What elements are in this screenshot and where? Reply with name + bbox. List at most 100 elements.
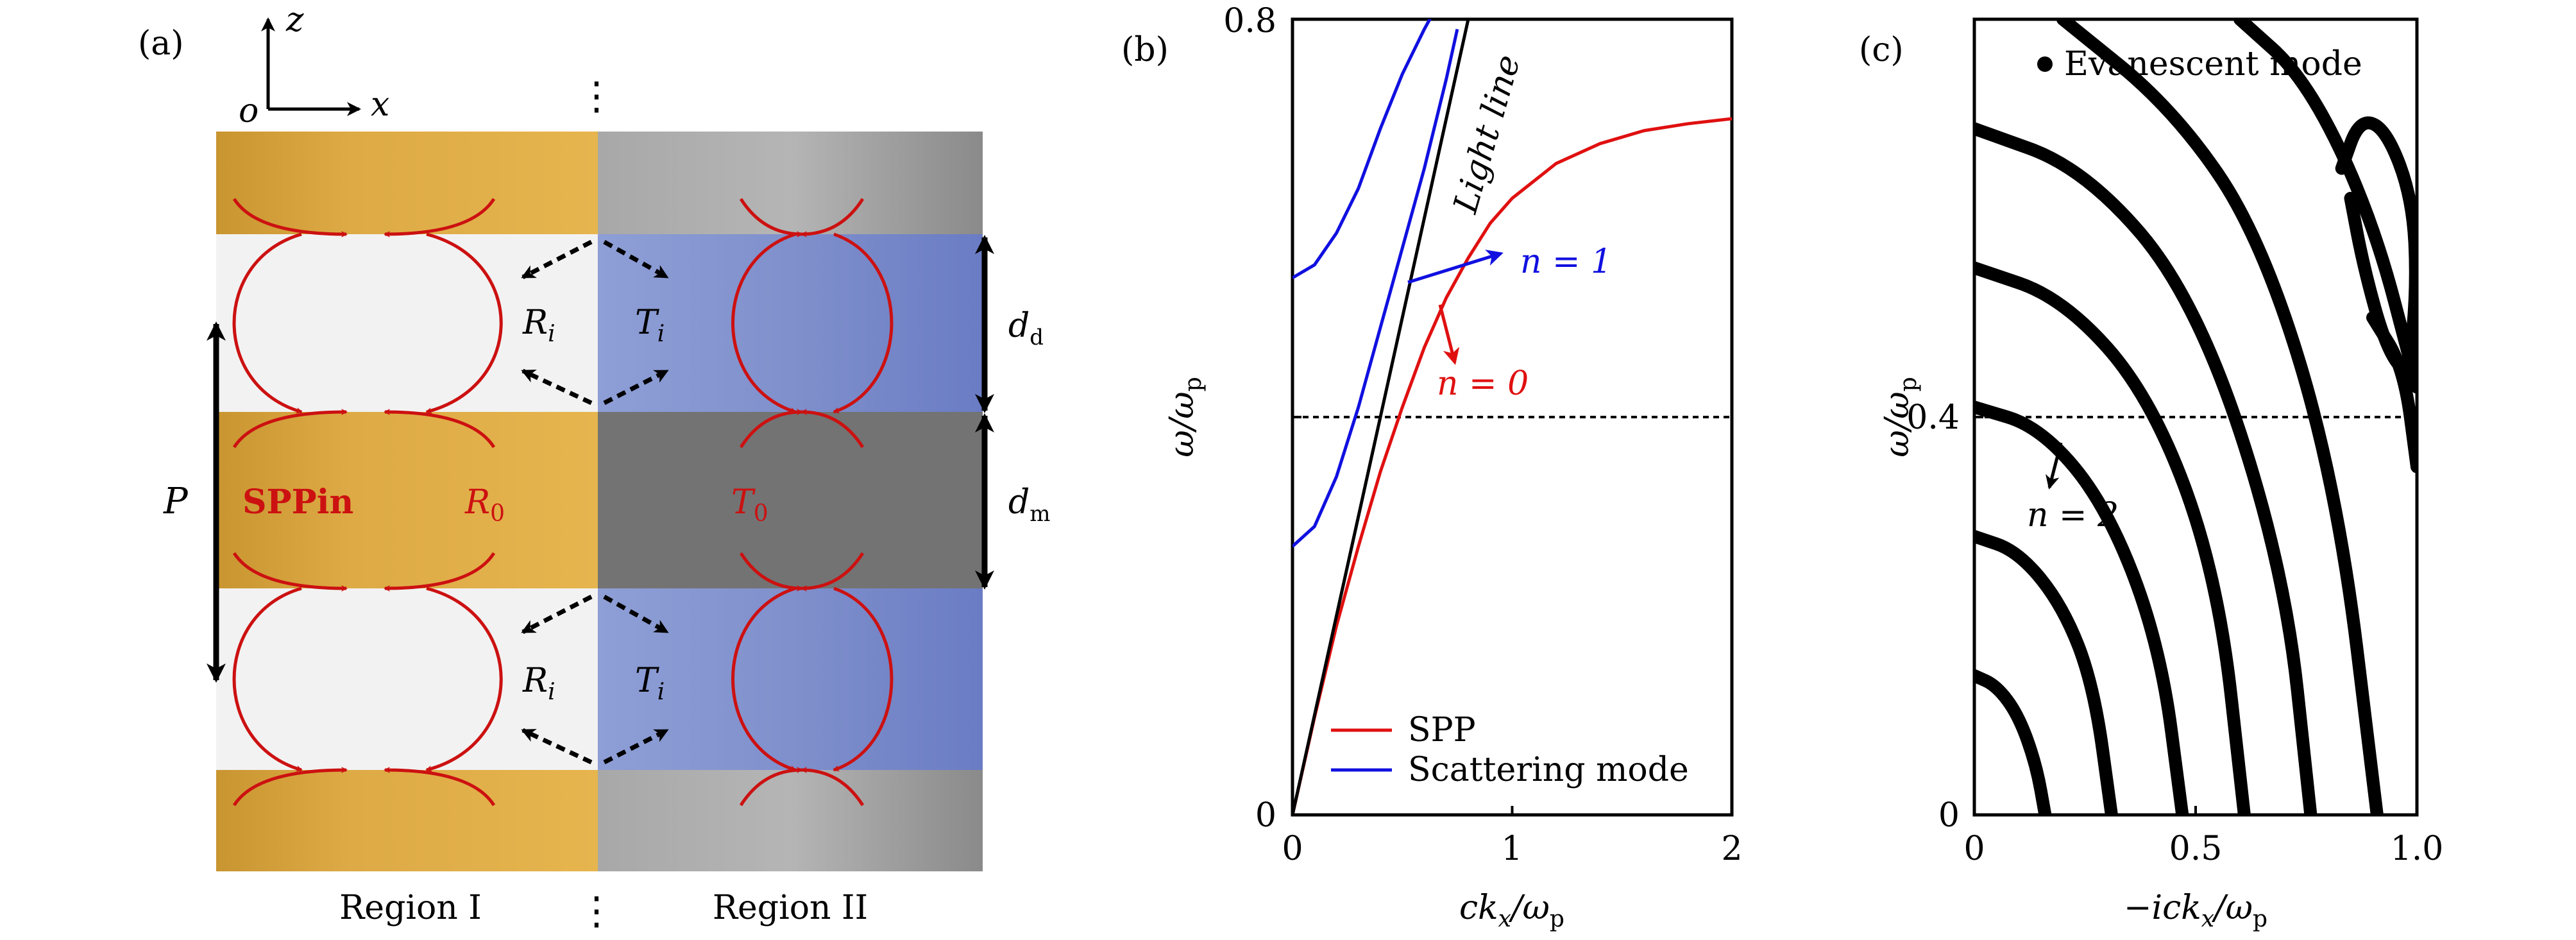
n0-pointer	[1438, 304, 1460, 365]
series-line-2	[1292, 19, 1432, 280]
field-line-arrow	[232, 198, 348, 237]
evanescent-mode-curve-5	[2056, 19, 2384, 815]
evanescent-mode-curve-0	[1974, 669, 2052, 815]
plot-b-content	[1291, 18, 1733, 816]
axis-origin-label: o	[239, 92, 258, 130]
light-line-label: Light line	[1446, 51, 1529, 218]
period-label: P	[163, 481, 189, 522]
ytick-c-0: 0	[1938, 796, 1960, 835]
field-line-arrow	[425, 586, 503, 772]
region-2-label: Region II	[713, 889, 868, 927]
metal-layer	[598, 132, 983, 234]
field-line-arrow	[232, 586, 303, 772]
xtick-b-2: 2	[1721, 830, 1742, 868]
evanescent-mode-curve-3	[1974, 261, 2251, 815]
xtick-c-1: 0.5	[2169, 830, 2223, 868]
field-line-arrow	[801, 198, 865, 237]
field-line-arrow	[232, 552, 348, 592]
dm-label: dm	[1008, 483, 1051, 527]
legend-spp-label: SPP	[1408, 711, 1476, 749]
panel-c-label: (c)	[1859, 31, 1904, 69]
series-line-0	[1292, 117, 1732, 815]
field-line-arrow	[384, 198, 496, 237]
panel-b: (b) 0 0.8 0 1 2 ckx/ωp ω/ωp Light line n…	[1121, 2, 1743, 932]
field-line-arrow	[731, 232, 797, 414]
field-lines	[232, 198, 894, 807]
field-line-arrow	[731, 586, 797, 772]
metal-layer	[216, 770, 598, 871]
metal-layer	[598, 770, 983, 871]
evanescent-mode-curve-7	[2335, 116, 2417, 373]
field-line-arrow	[425, 232, 503, 414]
field-line-arrow	[384, 552, 496, 592]
n1-label: n = 1	[1520, 243, 1612, 281]
evanescent-mode-curve-2	[1974, 400, 2189, 815]
ytick-b-1: 0.8	[1223, 2, 1276, 40]
evanescent-mode-curve-4	[1974, 122, 2318, 815]
field-line-arrow	[384, 409, 496, 449]
field-line-arrow	[833, 232, 894, 414]
region-2-structure	[598, 132, 983, 871]
field-line-arrow	[801, 767, 865, 807]
legend-c: Evanescent mode	[2037, 45, 2362, 83]
field-line-arrow	[739, 552, 803, 592]
field-line-arrow	[739, 198, 803, 237]
field-line-arrow	[739, 409, 803, 449]
legend-evanescent-label: Evanescent mode	[2064, 45, 2362, 83]
legend-scattering-label: Scattering mode	[1408, 751, 1689, 789]
ytick-b-0: 0	[1255, 796, 1276, 835]
field-line-arrow	[801, 409, 865, 449]
panel-c: (c) 0 0.4 0 0.5 1.0 −ickx/ωp ω/ωp Evanes…	[1859, 17, 2444, 932]
evanescent-mode-curve-1	[1974, 530, 2118, 815]
xlabel-b: ckx/ωp	[1459, 889, 1564, 932]
field-line-arrow	[833, 586, 894, 772]
ytick-c-1: 0.4	[1906, 398, 1960, 437]
field-line-arrow	[232, 409, 348, 449]
panel-a-label: (a)	[138, 24, 184, 63]
plot-b-clip	[1292, 19, 1732, 815]
axis-z-label: z	[285, 1, 304, 39]
region-divider-top: ⋮	[577, 74, 616, 119]
n0-label: n = 0	[1437, 364, 1529, 403]
axis-x-label: x	[371, 85, 389, 124]
xtick-b-0: 0	[1282, 830, 1303, 868]
series-line-3	[1292, 28, 1459, 548]
metal-layer	[216, 412, 598, 588]
field-line-arrow	[232, 767, 348, 807]
coordinate-axes: z x o	[239, 1, 389, 130]
xtick-c-0: 0	[1963, 830, 1985, 868]
ylabel-b: ω/ωp	[1163, 377, 1207, 457]
plot-c-clip	[1974, 19, 2417, 815]
spp-in-label: SPPin	[242, 483, 353, 522]
series-line-1	[1292, 19, 1470, 815]
evanescent-mode-curve-8	[2366, 311, 2417, 474]
region-1-label: Region I	[339, 889, 482, 927]
t0-label: T0	[731, 483, 768, 527]
panel-a: (a) z x o ⋮ ⋮	[138, 1, 1051, 934]
n1-pointer	[1407, 250, 1504, 284]
xlabel-c: −ickx/ωp	[2124, 889, 2267, 932]
field-line-arrow	[384, 767, 496, 807]
legend-b: SPP Scattering mode	[1331, 711, 1689, 789]
ti-label-upper: Ti	[635, 303, 665, 347]
n2-label: n = 2	[2027, 496, 2119, 534]
field-line-arrow	[739, 767, 803, 807]
xtick-c-2: 1.0	[2391, 830, 2444, 868]
xtick-b-1: 1	[1501, 830, 1522, 868]
panel-b-label: (b)	[1121, 31, 1169, 69]
metal-layer	[216, 132, 598, 234]
field-line-arrow	[232, 232, 303, 414]
ri-label-upper: Ri	[522, 303, 555, 347]
ylabel-c: ω/ωp	[1878, 377, 1922, 457]
ti-label-lower: Ti	[635, 662, 665, 705]
field-line-arrow	[801, 552, 865, 592]
dd-label: dd	[1008, 307, 1044, 350]
r0-label: R0	[464, 483, 505, 527]
legend-evanescent-marker	[2037, 56, 2053, 72]
n2-pointer	[2046, 442, 2063, 490]
plot-c-content	[1973, 18, 2418, 816]
metal-layer	[598, 412, 983, 588]
region-divider-bottom: ⋮	[577, 889, 616, 934]
scattering-arrows	[521, 239, 669, 765]
